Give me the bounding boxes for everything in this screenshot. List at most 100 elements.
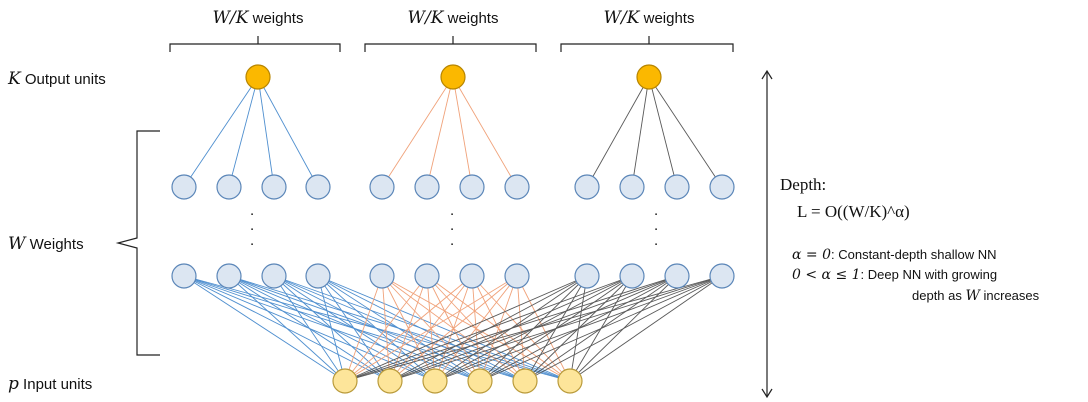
output-hidden-edge <box>257 76 275 188</box>
weights-text: Weights <box>25 236 83 253</box>
hidden-input-edge <box>434 275 518 382</box>
hidden-unit-bottom <box>171 263 197 289</box>
input-unit <box>512 368 538 394</box>
hidden-unit-top <box>459 174 485 200</box>
note-alpha-range-text: : Deep NN with growing <box>861 267 998 282</box>
ellipsis-dot: . <box>250 202 254 219</box>
group-2-brace <box>364 36 537 52</box>
note-alpha-zero-var: α = 0 <box>792 247 831 263</box>
hidden-unit-top <box>574 174 600 200</box>
hidden-unit-top <box>414 174 440 200</box>
hidden-input-edge <box>317 275 436 382</box>
output-hidden-edge <box>586 76 650 188</box>
hidden-input-edge <box>479 275 518 382</box>
input-unit <box>332 368 358 394</box>
output-hidden-edge <box>648 76 723 188</box>
note-depth-grows: depth as W increases <box>912 288 1040 304</box>
hidden-unit-bottom <box>709 263 735 289</box>
input-units-var: p <box>8 374 19 394</box>
hidden-input-edge <box>183 275 346 382</box>
hidden-input-edge <box>434 275 723 382</box>
nodes-layer <box>171 64 735 394</box>
output-units-text: Output units <box>21 71 106 88</box>
weights-brace <box>115 130 160 356</box>
weights-var: W <box>8 234 27 254</box>
input-unit <box>377 368 403 394</box>
output-hidden-edge <box>631 76 650 188</box>
group-1-label-text: weights <box>248 10 303 27</box>
hidden-unit-top <box>664 174 690 200</box>
weights-label: W Weights <box>8 234 84 254</box>
hidden-input-edge <box>344 275 723 382</box>
group-1-label-var: W/K <box>213 8 250 28</box>
hidden-unit-bottom <box>216 263 242 289</box>
hidden-input-edge <box>317 275 346 382</box>
hidden-input-edge <box>389 275 518 382</box>
hidden-unit-top <box>305 174 331 200</box>
ellipsis-group-1: . . . <box>250 202 254 249</box>
hidden-unit-top <box>369 174 395 200</box>
hidden-input-edge <box>516 275 526 382</box>
output-hidden-edge <box>648 76 678 188</box>
output-unit <box>636 64 662 90</box>
note-alpha-zero-text: : Constant-depth shallow NN <box>831 247 996 262</box>
depth-arrow <box>761 69 773 399</box>
hidden-unit-bottom <box>261 263 287 289</box>
input-units-label: p Input units <box>8 374 92 394</box>
hidden-unit-bottom <box>414 263 440 289</box>
hidden-unit-top <box>619 174 645 200</box>
group-1-brace <box>169 36 341 52</box>
group-2-label-var: W/K <box>408 8 445 28</box>
ellipsis-dot: . <box>654 202 658 219</box>
note-depth-grows-a: depth as <box>912 288 966 303</box>
output-hidden-edge <box>183 76 259 188</box>
hidden-input-edge <box>344 275 633 382</box>
hidden-input-edge <box>317 275 481 382</box>
hidden-unit-bottom <box>574 263 600 289</box>
hidden-input-edge <box>516 275 571 382</box>
ellipsis-dot: . <box>250 217 254 234</box>
hidden-unit-top <box>709 174 735 200</box>
hidden-unit-bottom <box>369 263 395 289</box>
output-hidden-edge <box>228 76 259 188</box>
group-3-label: W/K weights <box>604 8 695 28</box>
input-unit <box>557 368 583 394</box>
ellipsis-dot: . <box>250 232 254 249</box>
hidden-unit-top <box>504 174 530 200</box>
output-units-label: K Output units <box>7 69 106 89</box>
output-units-var: K <box>7 69 22 89</box>
output-hidden-edge <box>426 76 454 188</box>
hidden-unit-bottom <box>504 263 530 289</box>
hidden-input-edge <box>389 275 723 382</box>
hidden-input-edge <box>479 275 723 382</box>
hidden-input-edge <box>317 275 391 382</box>
hidden-unit-top <box>216 174 242 200</box>
output-hidden-edge <box>452 76 518 188</box>
hidden-input-edge <box>344 275 518 382</box>
group-3-label-var: W/K <box>604 8 641 28</box>
hidden-unit-bottom <box>619 263 645 289</box>
hidden-input-edge <box>344 275 428 382</box>
output-hidden-edge <box>381 76 454 188</box>
ellipsis-dot: . <box>450 217 454 234</box>
hidden-unit-bottom <box>459 263 485 289</box>
hidden-input-edge <box>344 275 383 382</box>
hidden-unit-top <box>171 174 197 200</box>
ellipsis-group-2: . . . <box>450 202 454 249</box>
ellipsis-group-3: . . . <box>654 202 658 249</box>
hidden-input-edge <box>344 275 588 382</box>
hidden-input-edge <box>317 275 571 382</box>
hidden-input-edge <box>317 275 526 382</box>
hidden-input-edge <box>524 275 723 382</box>
group-3-brace <box>560 36 734 52</box>
input-units-text: Input units <box>19 376 92 393</box>
depth-formula: L = O((W/K)^α) <box>797 202 910 221</box>
hidden-unit-bottom <box>664 263 690 289</box>
group-3-label-text: weights <box>639 10 694 27</box>
note-alpha-range-var: 0 < α ≤ 1 <box>792 267 861 283</box>
edges-layer <box>183 76 723 382</box>
depth-title: Depth: <box>780 175 826 194</box>
hidden-input-edge <box>228 275 346 382</box>
note-alpha-range: 0 < α ≤ 1: Deep NN with growing <box>792 267 997 283</box>
